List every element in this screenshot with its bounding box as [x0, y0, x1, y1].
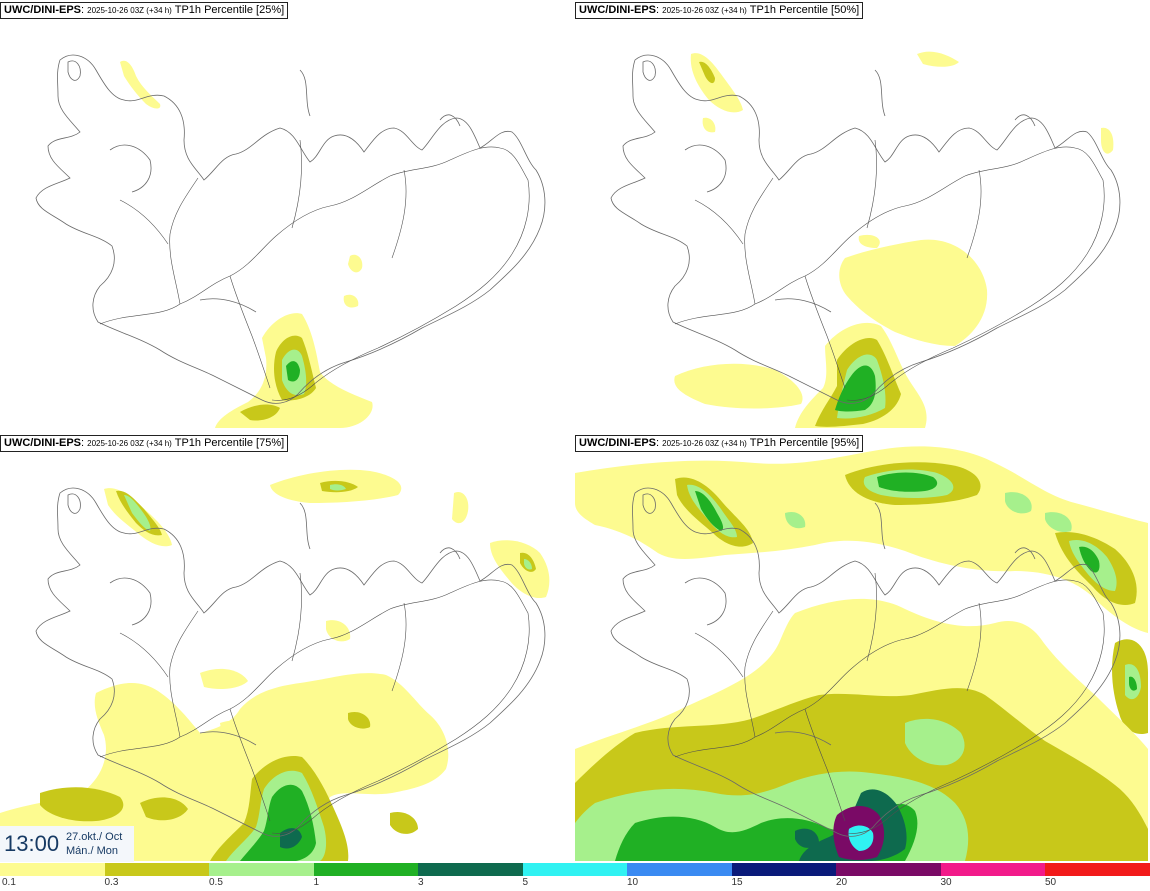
valid-time: 13:00	[4, 831, 60, 856]
legend-label: 0.3	[104, 877, 119, 888]
legend-swatch	[731, 863, 836, 876]
product-name: TP1h Percentile [75%]	[174, 437, 285, 449]
map-panel-p50: UWC/DINI-EPS: 2025-10-26 03Z (+34 h) TP1…	[575, 0, 1148, 428]
legend-label: 1	[313, 877, 320, 888]
legend-label: 50	[1045, 877, 1057, 888]
precip-map-p95	[575, 446, 1148, 861]
legend-label: 0.1	[2, 877, 16, 888]
legend-swatch	[940, 863, 1045, 876]
map-panel-p75: UWC/DINI-EPS: 2025-10-26 03Z (+34 h) TP1…	[0, 433, 573, 861]
product-name: TP1h Percentile [50%]	[749, 4, 860, 16]
valid-time-box: 13:00 27.okt./ Oct Mán./ Mon	[0, 826, 134, 862]
precip-map-p25	[35, 54, 546, 428]
legend-label: 30	[940, 877, 952, 888]
valid-date: 27.okt./ Oct	[66, 831, 123, 843]
precip-map-p75	[0, 469, 550, 861]
model-name: UWC/DINI-EPS	[4, 437, 81, 449]
legend-swatch	[1045, 863, 1150, 876]
run-time: 2025-10-26 03Z (+34 h)	[662, 6, 747, 15]
map-panel-p25: UWC/DINI-EPS: 2025-10-26 03Z (+34 h) TP1…	[0, 0, 573, 428]
legend-swatch	[209, 863, 314, 876]
map-panel-p95: UWC/DINI-EPS: 2025-10-26 03Z (+34 h) TP1…	[575, 433, 1148, 861]
legend-label: 3	[418, 877, 424, 888]
legend-swatch	[418, 863, 523, 876]
product-name: TP1h Percentile [95%]	[749, 437, 860, 449]
legend-swatch	[627, 863, 732, 876]
legend-swatches	[0, 863, 1150, 876]
color-legend: 0.1 0.3 0.5 1 3 5 10 15 20 30 50	[0, 863, 1150, 891]
model-name: UWC/DINI-EPS	[579, 4, 656, 16]
precip-map-p50	[610, 51, 1121, 428]
panel-title-p75: UWC/DINI-EPS: 2025-10-26 03Z (+34 h) TP1…	[0, 435, 289, 452]
model-name: UWC/DINI-EPS	[4, 4, 81, 16]
legend-label: 10	[627, 877, 639, 888]
model-name: UWC/DINI-EPS	[579, 437, 656, 449]
legend-label: 0.5	[209, 877, 223, 888]
legend-swatch	[522, 863, 627, 876]
panel-title-p25: UWC/DINI-EPS: 2025-10-26 03Z (+34 h) TP1…	[0, 2, 289, 19]
legend-swatch	[313, 863, 418, 876]
legend-label: 5	[522, 877, 529, 888]
run-time: 2025-10-26 03Z (+34 h)	[87, 439, 172, 448]
legend-swatch	[0, 863, 105, 876]
run-time: 2025-10-26 03Z (+34 h)	[662, 439, 747, 448]
legend-swatch	[104, 863, 209, 876]
legend-label: 15	[731, 877, 743, 888]
legend-swatch	[836, 863, 941, 876]
run-time: 2025-10-26 03Z (+34 h)	[87, 6, 172, 15]
panel-title-p95: UWC/DINI-EPS: 2025-10-26 03Z (+34 h) TP1…	[575, 435, 864, 452]
product-name: TP1h Percentile [25%]	[174, 4, 285, 16]
panel-title-p50: UWC/DINI-EPS: 2025-10-26 03Z (+34 h) TP1…	[575, 2, 864, 19]
valid-day: Mán./ Mon	[66, 845, 118, 857]
legend-label: 20	[836, 877, 848, 888]
